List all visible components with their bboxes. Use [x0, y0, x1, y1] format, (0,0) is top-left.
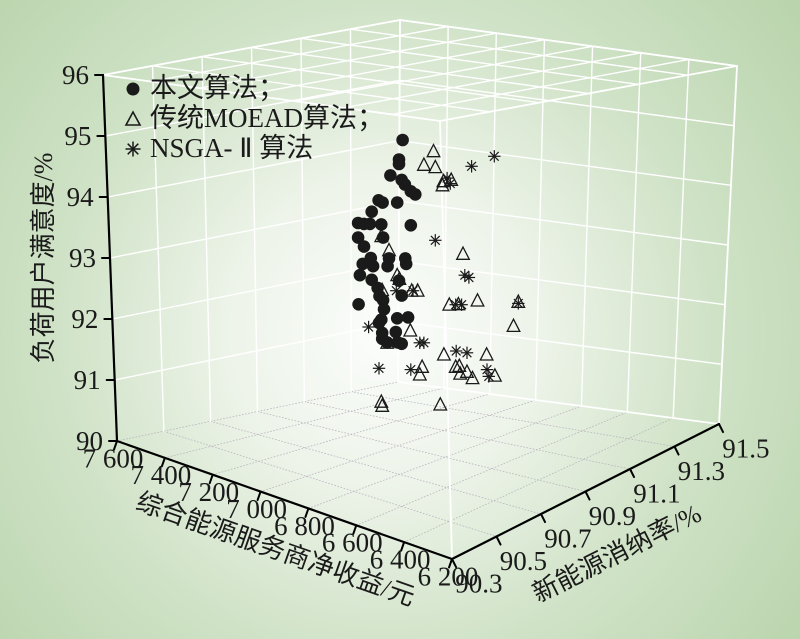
svg-text:90.9: 90.9	[589, 501, 636, 531]
svg-text:90.5: 90.5	[500, 546, 547, 576]
svg-text:91.5: 91.5	[722, 433, 769, 463]
svg-text:94: 94	[67, 182, 95, 212]
svg-text:95: 95	[64, 121, 91, 151]
svg-text:96: 96	[62, 60, 89, 90]
svg-text:传统MOEAD算法；: 传统MOEAD算法；	[150, 103, 384, 133]
svg-text:本文算法；: 本文算法；	[150, 73, 285, 103]
svg-text:91: 91	[74, 365, 101, 395]
svg-text:91.3: 91.3	[678, 456, 725, 486]
svg-text:91.1: 91.1	[633, 478, 680, 508]
svg-text:NSGA- Ⅱ 算法: NSGA- Ⅱ 算法	[150, 133, 313, 163]
svg-text:92: 92	[71, 304, 98, 334]
svg-text:负荷用户满意度/%: 负荷用户满意度/%	[29, 153, 58, 364]
svg-text:90.7: 90.7	[544, 523, 591, 553]
svg-text:93: 93	[69, 243, 96, 273]
svg-text:90.3: 90.3	[455, 568, 502, 598]
